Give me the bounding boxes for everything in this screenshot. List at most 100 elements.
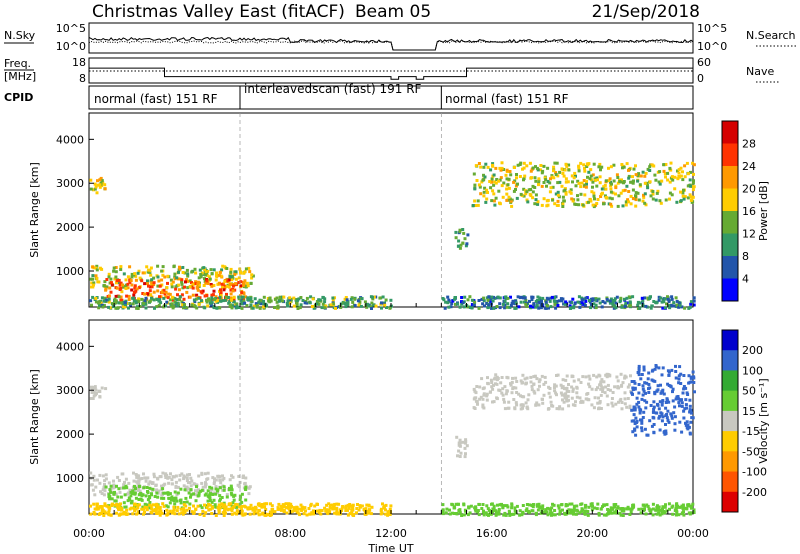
heatmap-cell: [564, 300, 568, 304]
heatmap-cell: [164, 290, 168, 294]
heatmap-cell: [627, 190, 631, 193]
heatmap-cell: [461, 228, 465, 231]
heatmap-cell: [156, 275, 160, 279]
heatmap-cell: [205, 294, 209, 297]
heatmap-cell: [374, 304, 378, 308]
heatmap-cell: [268, 510, 272, 514]
heatmap-cell: [133, 509, 137, 513]
heatmap-cell: [689, 411, 693, 415]
heatmap-cell: [125, 508, 129, 512]
heatmap-cell: [549, 296, 553, 300]
heatmap-cell: [124, 512, 128, 515]
heatmap-cell: [603, 194, 607, 198]
heatmap-cell: [572, 176, 576, 180]
heatmap-cell: [218, 289, 221, 293]
heatmap-cell: [638, 306, 642, 310]
heatmap-cell: [500, 184, 504, 188]
heatmap-cell: [685, 161, 689, 165]
heatmap-cell: [160, 493, 164, 497]
heatmap-cell: [244, 476, 248, 480]
heatmap-cell: [388, 306, 392, 310]
heatmap-cell: [619, 513, 623, 517]
heatmap-cell: [500, 166, 504, 170]
heatmap-cell: [691, 188, 695, 192]
heatmap-cell: [560, 393, 564, 397]
heatmap-cell: [231, 283, 235, 286]
heatmap-cell: [652, 400, 656, 404]
heatmap-cell: [180, 293, 184, 297]
heatmap-cell: [510, 301, 514, 305]
time-tick-label: 20:00: [576, 527, 608, 540]
heatmap-cell: [478, 385, 482, 389]
heatmap-cell: [680, 430, 684, 434]
heatmap-cell: [370, 307, 373, 310]
heatmap-cell: [646, 184, 649, 188]
heatmap-cell: [308, 301, 312, 305]
heatmap-cell: [184, 504, 188, 508]
heatmap-cell: [543, 176, 547, 180]
heatmap-cell: [494, 181, 498, 185]
heatmap-cell: [634, 433, 638, 437]
heatmap-cell: [346, 301, 350, 305]
heatmap-cell: [218, 494, 222, 498]
heatmap-cell: [100, 303, 104, 307]
heatmap-cell: [482, 393, 486, 397]
heatmap-cell: [161, 487, 165, 491]
heatmap-cell: [595, 176, 599, 180]
heatmap-cell: [593, 178, 597, 182]
heatmap-cell: [107, 504, 111, 508]
heatmap-cell: [157, 303, 161, 307]
heatmap-cell: [356, 503, 359, 506]
heatmap-cell: [610, 397, 614, 400]
heatmap-cell: [146, 270, 150, 274]
heatmap-cell: [614, 192, 617, 196]
heatmap-cell: [179, 501, 183, 505]
heatmap-cell: [486, 382, 490, 386]
heatmap-cell: [103, 503, 107, 507]
frequency-tick-top: 18: [72, 56, 86, 69]
heatmap-cell: [576, 179, 580, 183]
heatmap-cell: [519, 300, 523, 304]
heatmap-cell: [592, 194, 596, 198]
heatmap-cell: [95, 268, 99, 272]
heatmap-cell: [556, 504, 560, 508]
heatmap-cell: [232, 498, 236, 502]
heatmap-cell: [203, 503, 206, 507]
heatmap-cell: [584, 296, 588, 300]
heatmap-cell: [692, 179, 695, 183]
colorbar-tick-label: 8: [742, 250, 749, 263]
heatmap-cell: [229, 502, 233, 506]
heatmap-cell: [492, 183, 496, 187]
velocity-frame: [88, 319, 694, 515]
heatmap-cell: [643, 181, 647, 185]
velocity-colorbar-label: Velocity [m s⁻¹]: [757, 378, 770, 463]
heatmap-cell: [682, 374, 686, 377]
heatmap-cell: [550, 506, 554, 510]
heatmap-cell: [625, 184, 629, 188]
heatmap-cell: [268, 297, 272, 301]
heatmap-cell: [687, 306, 691, 310]
heatmap-cell: [277, 502, 281, 506]
heatmap-cell: [102, 303, 106, 307]
heatmap-cell: [174, 485, 178, 489]
heatmap-cell: [634, 173, 638, 177]
heatmap-cell: [505, 198, 509, 202]
heatmap-cell: [144, 494, 148, 498]
heatmap-cell: [121, 302, 125, 306]
heatmap-cell: [592, 162, 596, 166]
heatmap-cell: [560, 299, 564, 303]
heatmap-cell: [586, 163, 590, 167]
heatmap-cell: [688, 504, 692, 508]
heatmap-cell: [122, 305, 126, 309]
heatmap-cell: [679, 190, 683, 194]
heatmap-cell: [161, 502, 165, 506]
heatmap-cell: [506, 376, 510, 380]
heatmap-cell: [529, 304, 532, 308]
heatmap-cell: [117, 281, 121, 285]
heatmap-cell: [206, 282, 210, 285]
heatmap-cell: [683, 175, 687, 179]
heatmap-cell: [343, 297, 347, 301]
heatmap-cell: [488, 180, 492, 183]
heatmap-cell: [280, 507, 284, 510]
heatmap-cell: [104, 387, 108, 391]
